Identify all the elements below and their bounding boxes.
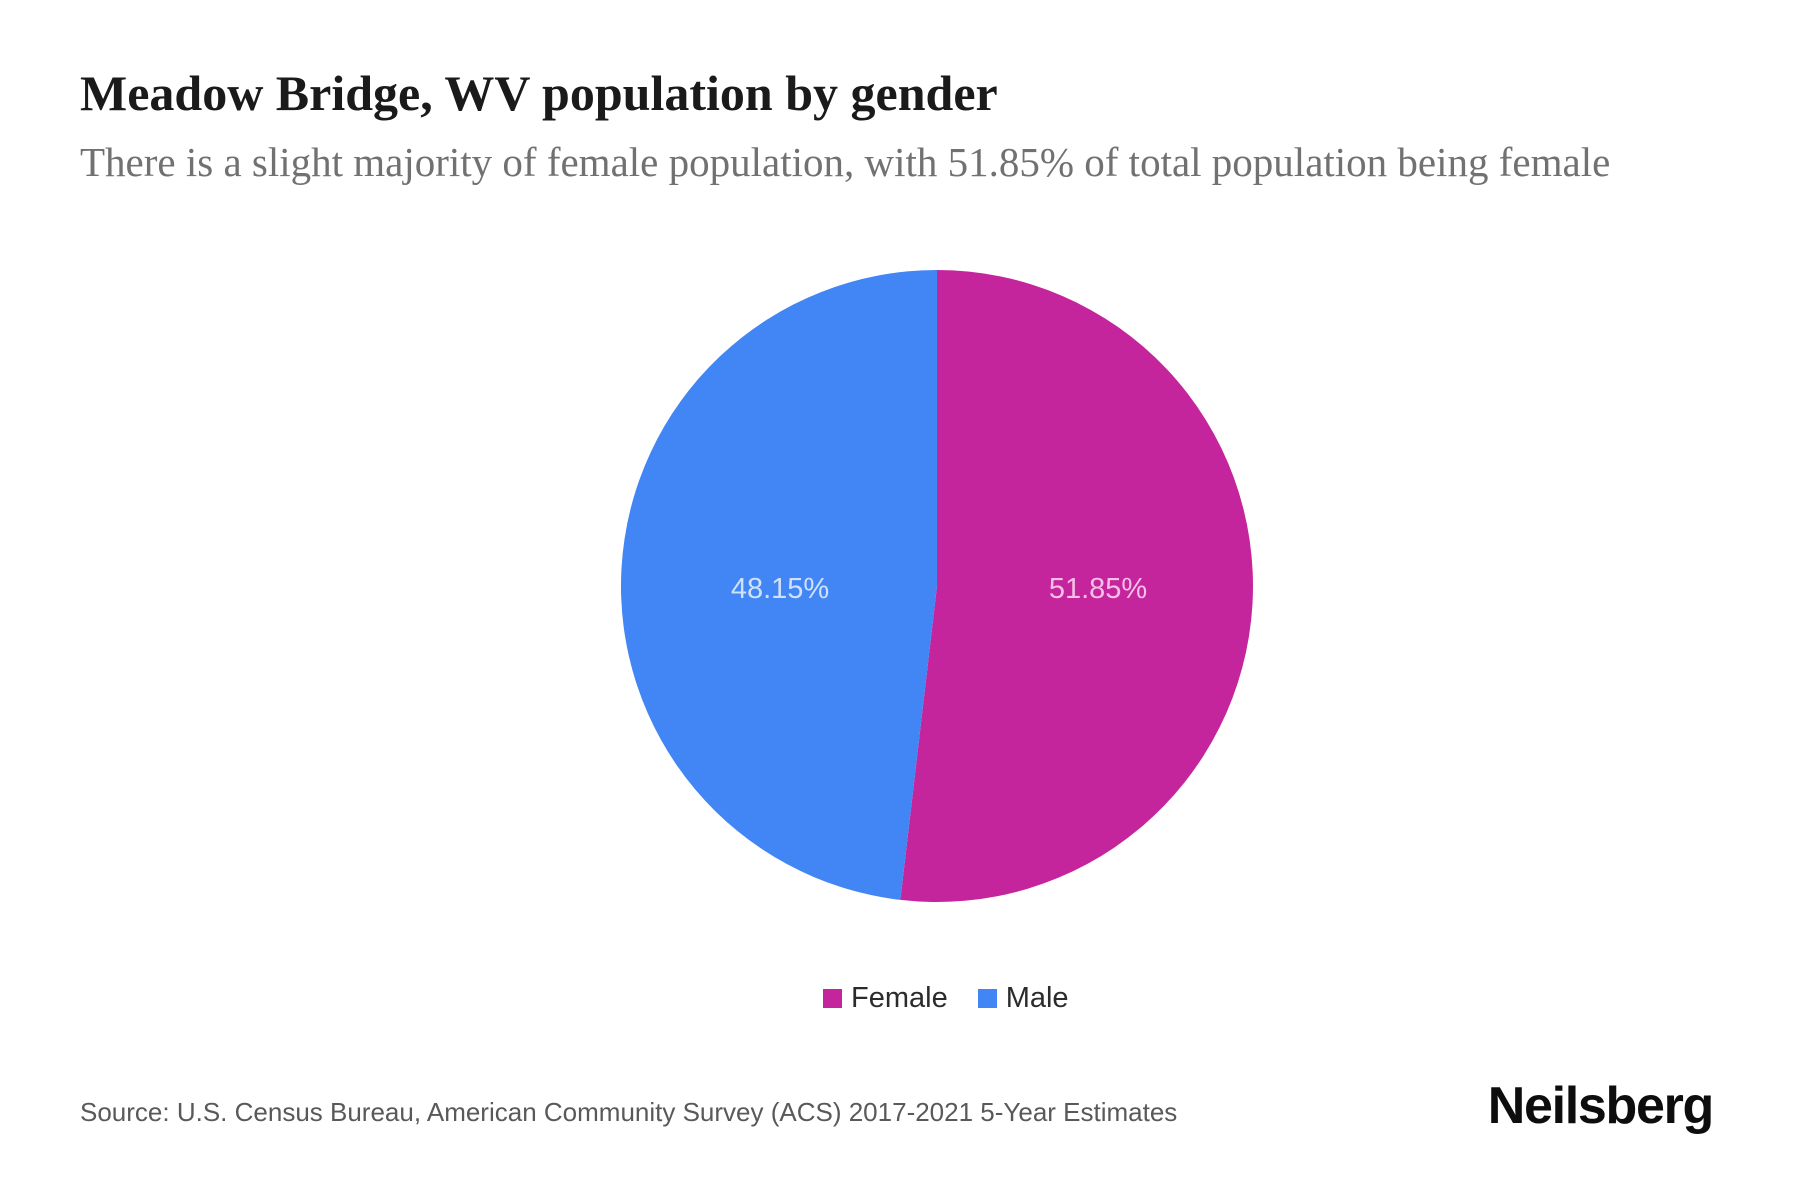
svg-text:48.15%: 48.15% — [731, 573, 829, 605]
svg-text:51.85%: 51.85% — [1049, 573, 1147, 605]
